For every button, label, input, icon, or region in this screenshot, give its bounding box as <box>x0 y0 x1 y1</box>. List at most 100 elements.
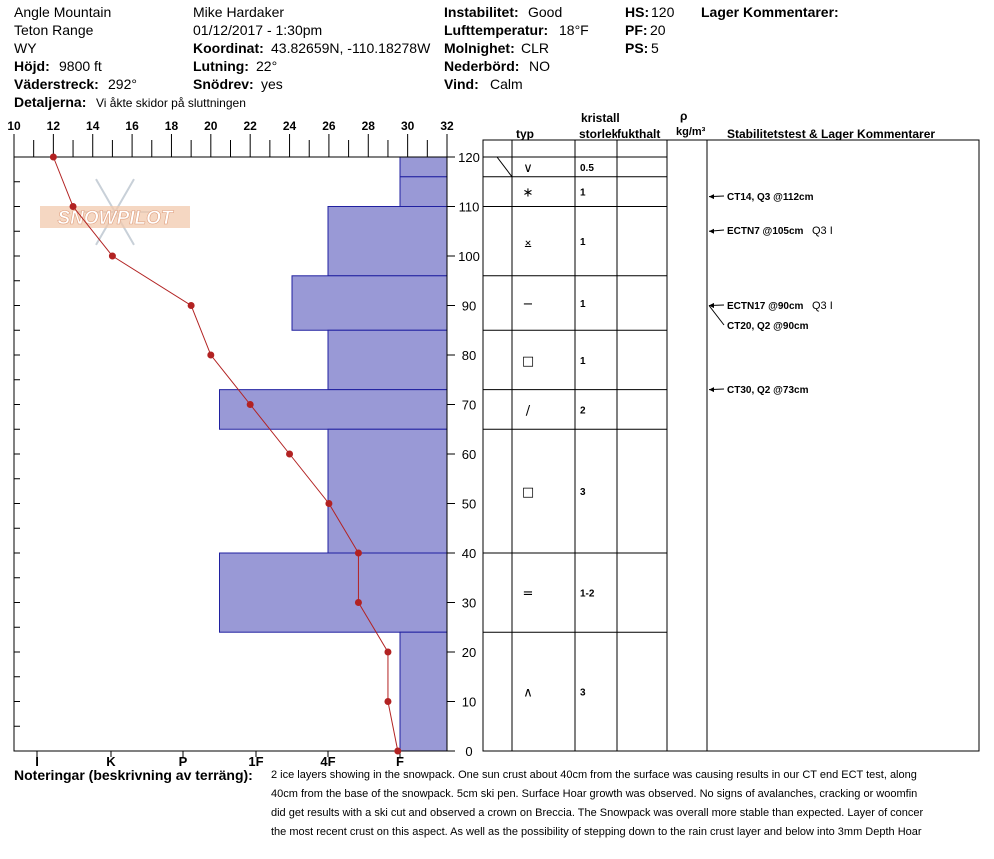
test-arrowhead <box>709 228 714 234</box>
hs: 120 <box>651 4 675 20</box>
test-arrowhead <box>709 387 714 393</box>
temp-tick-label: 14 <box>86 119 100 133</box>
hardness-bar <box>327 329 448 391</box>
hardness-label: K <box>106 754 116 766</box>
temperature-point <box>325 500 333 507</box>
hardness-bar <box>327 206 448 277</box>
pf: 20 <box>650 22 666 38</box>
sky: CLR <box>521 40 550 56</box>
crystal-size: 3 <box>580 487 586 498</box>
details-label: Detaljerna: <box>14 94 87 110</box>
snowpilot-watermark: SNOWPILOT <box>40 178 190 246</box>
hardness-bar <box>399 631 448 752</box>
crystal-size: 2 <box>580 405 586 416</box>
height-tick-label: 40 <box>462 546 476 561</box>
type-header: typ <box>516 127 534 141</box>
temperature-point <box>384 648 392 656</box>
height-tick-label: 50 <box>462 497 476 512</box>
airtemp-label: Lufttemperatur: <box>444 22 549 38</box>
hardness-label: I <box>35 754 39 766</box>
temperature-point <box>286 450 294 458</box>
temp-tick-label: 26 <box>322 119 336 133</box>
axis-labels: 10 12 14 16 18 20 22 24 26 28 30 32 0 10 20 30 40 50 60 70 8… <box>7 119 480 766</box>
coord: 43.82659N, -110.18278W <box>271 40 431 56</box>
height-tick-label: 120 <box>458 150 480 165</box>
temperature-point <box>207 351 215 359</box>
test-label: CT30, Q2 @73cm <box>727 385 809 396</box>
temp-tick-label: 16 <box>125 119 139 133</box>
density-unit-header: kg/m³ <box>676 126 706 138</box>
temperature-point <box>69 203 77 210</box>
ps: 5 <box>651 40 659 56</box>
hardness-bar <box>219 552 448 633</box>
ps-label: PS: <box>625 40 649 56</box>
height-tick-label: 80 <box>462 348 476 363</box>
temp-tick-label: 12 <box>47 119 61 133</box>
crystal-size: 1-2 <box>580 589 595 600</box>
test-extra: Q3 I <box>812 300 833 312</box>
stability-value: Good <box>528 4 563 20</box>
temperature-point <box>354 599 362 606</box>
airtemp: 18°F <box>559 22 589 38</box>
test-arrowhead <box>709 303 714 308</box>
temperature-point <box>394 747 402 755</box>
crystal-type-symbol: − <box>523 297 534 312</box>
sky-label: Molnighet: <box>444 40 515 56</box>
notes-line: did get results with a ski cut and obser… <box>271 807 924 819</box>
size-header: storlek <box>579 127 617 141</box>
temperature-profile <box>49 153 402 755</box>
coord-label: Koordinat: <box>193 40 264 56</box>
precip-label: Nederbörd: <box>444 58 520 74</box>
test-extra: Q3 I <box>812 225 833 237</box>
crystal-size: 0.5 <box>580 163 594 174</box>
slope-label: Lutning: <box>193 58 249 74</box>
height-tick-label: 0 <box>465 744 472 759</box>
stability-header: Stabilitetstest & Lager Kommentarer <box>727 127 936 141</box>
notes-line: 40cm from the base of the snowpack. 5cm … <box>271 788 918 800</box>
range: Teton Range <box>14 22 94 38</box>
watermark-text: SNOWPILOT <box>57 208 173 229</box>
layer-comments-label: Lager Kommentarer: <box>701 4 839 20</box>
wind-label: Vind: <box>444 76 479 92</box>
height-tick-label: 70 <box>462 398 476 413</box>
crystal-size: 1 <box>580 188 586 199</box>
details: Vi åkte skidor på sluttningen <box>96 96 246 110</box>
temperature-point <box>246 401 254 408</box>
test-label: CT20, Q2 @90cm <box>727 321 809 332</box>
crystal-type-symbol: ∧ <box>523 686 533 701</box>
crystal-type-symbol: ⨱ <box>524 235 532 250</box>
state: WY <box>14 40 37 56</box>
hardness-bar <box>327 428 448 554</box>
elevation: 9800 ft <box>59 58 102 74</box>
height-tick-label: 20 <box>462 645 476 660</box>
crystal-type-symbol: ∨ <box>523 161 533 176</box>
hardness-label: 4F <box>320 754 335 766</box>
stability-label: Instabilitet: <box>444 4 519 20</box>
moisture-header: fukthalt <box>617 127 661 141</box>
temp-tick-label: 22 <box>244 119 258 133</box>
precip: NO <box>529 58 550 74</box>
temp-tick-label: 24 <box>283 119 297 133</box>
datetime: 01/12/2017 - 1:30pm <box>193 22 323 38</box>
height-tick-label: 110 <box>459 200 480 215</box>
surface-connector <box>483 156 513 178</box>
test-pointer <box>708 305 725 326</box>
crystal-size: 1 <box>580 299 586 310</box>
location: Angle Mountain <box>14 4 112 20</box>
crystal-type-symbol: □ <box>522 354 534 369</box>
drift: yes <box>261 76 283 92</box>
height-tick-label: 90 <box>462 299 476 314</box>
crystal-size: 3 <box>580 688 586 699</box>
notes-line: the most recent crust on this aspect. As… <box>271 826 922 838</box>
test-label: ECTN17 @90cm <box>727 301 804 312</box>
crystal-type-symbol: = <box>523 587 534 602</box>
temp-tick-label: 18 <box>165 119 179 133</box>
temperature-point <box>108 252 116 260</box>
temperature-point <box>49 153 57 161</box>
stability-tests: CT14, Q3 @112cm ECTN7 @105cm Q3 I ECTN17 @9… <box>708 192 833 396</box>
temp-tick-label: 10 <box>7 119 21 133</box>
hardness-label: F <box>396 754 404 766</box>
temp-tick-label: 20 <box>204 119 218 133</box>
elevation-label: Höjd: <box>14 58 50 74</box>
crystal-type-symbol: □ <box>522 485 534 500</box>
